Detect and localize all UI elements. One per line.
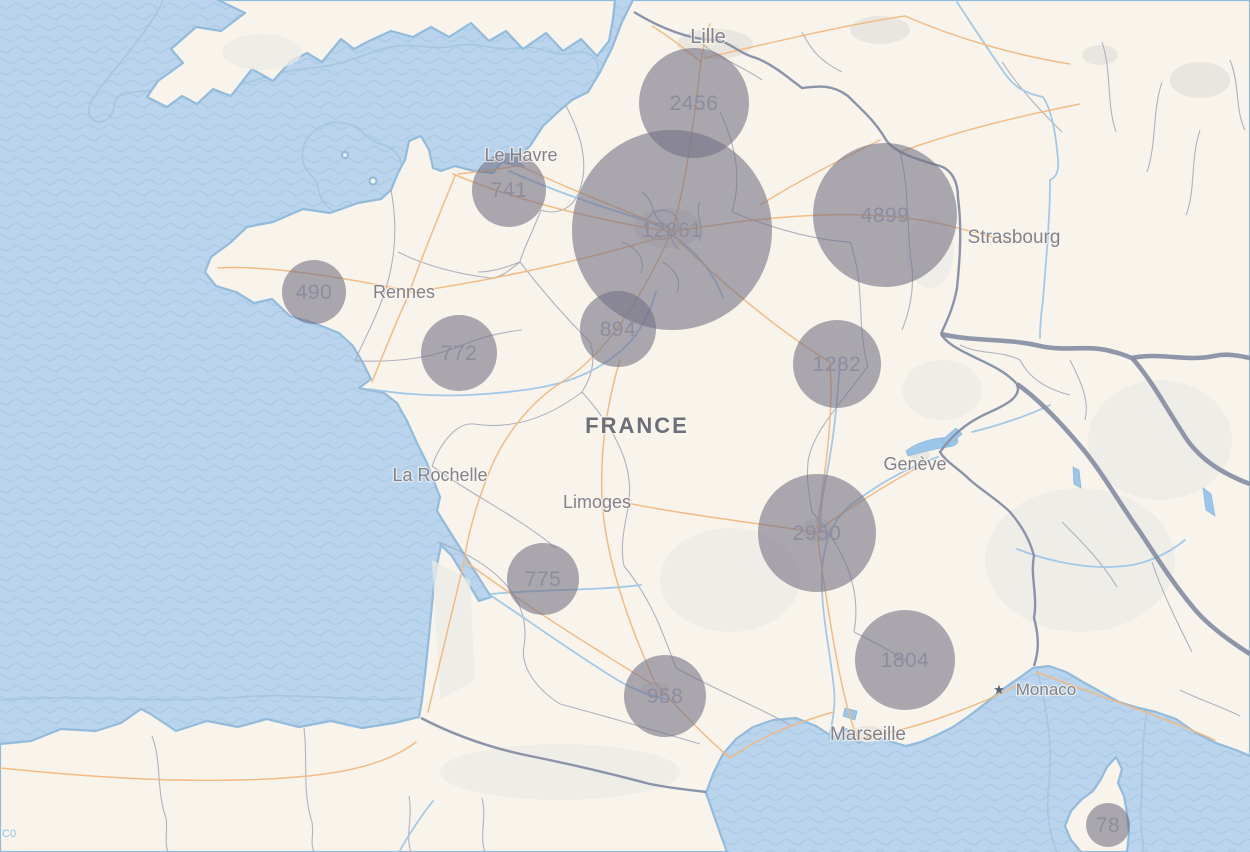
data-bubble[interactable]: 2950 xyxy=(758,474,876,592)
country-borders xyxy=(420,10,1250,794)
bubble-value: 741 xyxy=(491,179,528,202)
bubble-circle[interactable] xyxy=(855,610,955,710)
relief-patches xyxy=(222,34,1232,800)
label-layer: Lille Le Havre Rennes Strasbourg La Rochelle… xyxy=(372,25,1078,747)
data-bubble[interactable]: 78 xyxy=(1086,803,1130,847)
bubble-value: 78 xyxy=(1096,814,1120,837)
city-label-limoges: Limoges xyxy=(563,492,631,512)
city-label-rennes: Rennes xyxy=(373,282,435,302)
bubble-circle[interactable] xyxy=(813,143,957,287)
bubble-value: 894 xyxy=(600,318,637,341)
bubble-circle[interactable] xyxy=(793,320,881,408)
bubble-circle[interactable] xyxy=(507,543,579,615)
bubble-value: 958 xyxy=(647,685,684,708)
bubble-circle[interactable] xyxy=(472,153,546,227)
bubble-value: 772 xyxy=(441,342,478,365)
data-bubble[interactable]: 1804 xyxy=(855,610,955,710)
channel-island xyxy=(340,150,350,160)
bubble-circle[interactable] xyxy=(624,655,706,737)
city-marker-star-icon: ★ xyxy=(993,682,1005,697)
country-label: FRANCE xyxy=(585,413,689,438)
bubble-value: 12861 xyxy=(642,219,703,242)
bubble-value: 490 xyxy=(296,281,333,304)
bubble-circle[interactable] xyxy=(421,315,497,391)
city-label-strasbourg: Strasbourg xyxy=(968,227,1061,248)
data-bubble[interactable]: 741 xyxy=(472,153,546,227)
bubble-value: 2950 xyxy=(793,522,842,545)
bubble-value: 4899 xyxy=(861,204,910,227)
data-bubble[interactable]: 894 xyxy=(580,291,656,367)
channel-island xyxy=(368,176,378,186)
data-bubble[interactable]: 12861 xyxy=(572,130,772,330)
city-label-lille: Lille xyxy=(690,26,726,48)
data-bubble[interactable]: 772 xyxy=(421,315,497,391)
bubble-circle[interactable] xyxy=(1086,803,1130,847)
city-label-monaco: Monaco xyxy=(1016,680,1076,699)
city-label-la-rochelle: La Rochelle xyxy=(392,465,487,485)
data-bubble[interactable]: 775 xyxy=(507,543,579,615)
bubble-circle[interactable] xyxy=(758,474,876,592)
land-england xyxy=(145,0,617,109)
data-bubble[interactable]: 1282 xyxy=(793,320,881,408)
data-bubble[interactable]: 4899 xyxy=(813,143,957,287)
bubble-circle[interactable] xyxy=(580,291,656,367)
bubble-value: 2456 xyxy=(670,92,719,115)
city-label-marseille: Marseille xyxy=(830,724,906,745)
map-attribution: C0 xyxy=(2,828,17,840)
bubble-circle[interactable] xyxy=(572,130,772,330)
city-label-le-havre: Le Havre xyxy=(484,145,557,165)
bubble-value: 775 xyxy=(525,568,562,591)
bubble-circle[interactable] xyxy=(282,260,346,324)
data-bubble[interactable]: 958 xyxy=(624,655,706,737)
maritime-boundaries xyxy=(0,0,1148,852)
data-bubble[interactable]: 490 xyxy=(282,260,346,324)
bubble-value: 1282 xyxy=(813,353,862,376)
bubble-value: 1804 xyxy=(881,649,930,672)
bubble-layer: 2456 741 12861 4899 490 772 894 1282 2950 775 958 1… xyxy=(282,48,1130,847)
city-label-gen-ve: Genève xyxy=(883,454,946,474)
